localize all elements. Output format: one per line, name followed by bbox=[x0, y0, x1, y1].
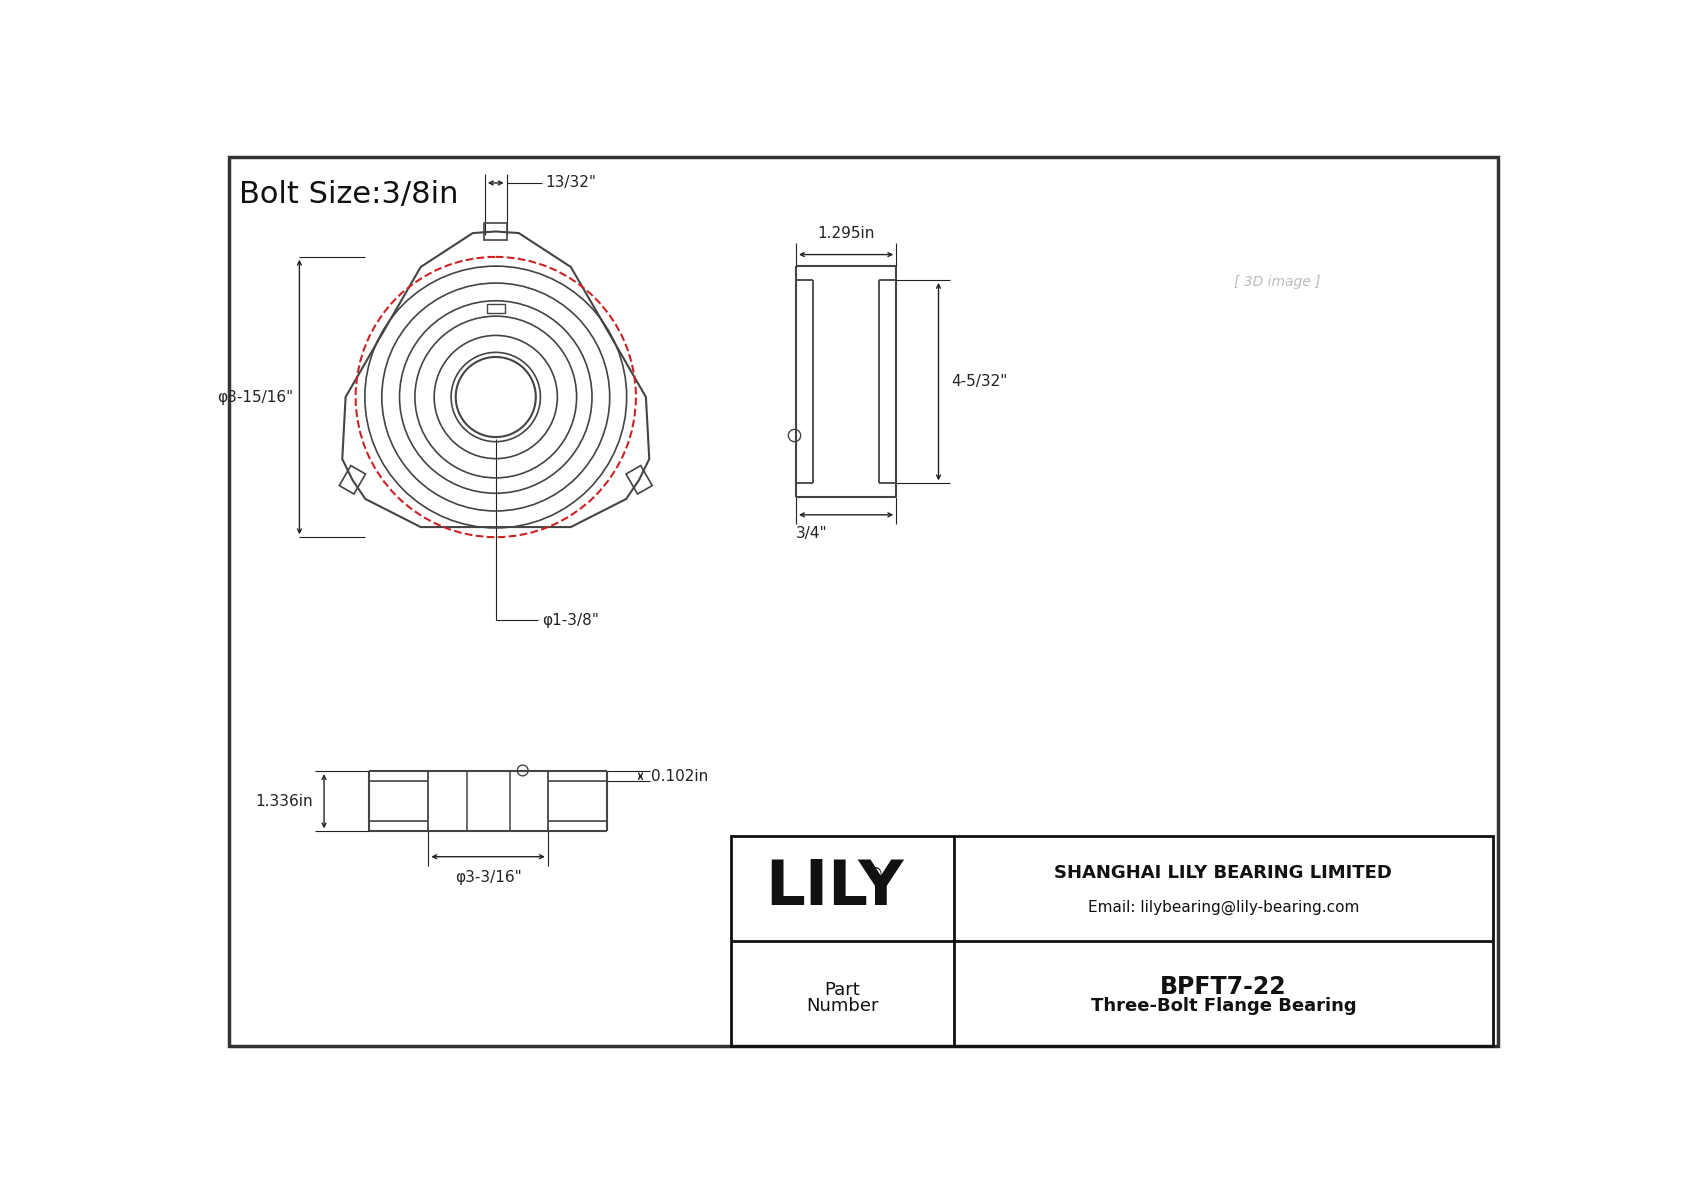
Text: φ3-15/16": φ3-15/16" bbox=[217, 389, 293, 405]
Text: 13/32": 13/32" bbox=[546, 175, 596, 191]
Text: ®: ® bbox=[866, 866, 884, 884]
Text: SHANGHAI LILY BEARING LIMITED: SHANGHAI LILY BEARING LIMITED bbox=[1054, 863, 1393, 881]
Text: 1.336in: 1.336in bbox=[254, 793, 313, 809]
Text: Email: lilybearing@lily-bearing.com: Email: lilybearing@lily-bearing.com bbox=[1088, 899, 1359, 915]
Text: 0.102in: 0.102in bbox=[652, 768, 709, 784]
Text: Bolt Size:3/8in: Bolt Size:3/8in bbox=[239, 180, 458, 208]
Text: φ1-3/8": φ1-3/8" bbox=[542, 613, 600, 628]
Text: 4-5/32": 4-5/32" bbox=[951, 374, 1009, 389]
Text: [ 3D image ]: [ 3D image ] bbox=[1234, 274, 1320, 288]
Bar bbox=[731, 836, 1494, 1046]
Bar bbox=[487, 304, 505, 313]
Text: Three-Bolt Flange Bearing: Three-Bolt Flange Bearing bbox=[1091, 997, 1356, 1015]
Text: Number: Number bbox=[807, 997, 879, 1015]
Text: BPFT7-22: BPFT7-22 bbox=[1160, 975, 1287, 999]
Text: 1.295in: 1.295in bbox=[817, 226, 874, 242]
Text: 3/4": 3/4" bbox=[797, 526, 827, 542]
Text: LILY: LILY bbox=[765, 859, 904, 918]
Text: φ3-3/16": φ3-3/16" bbox=[455, 869, 522, 885]
Text: Part: Part bbox=[825, 980, 861, 999]
